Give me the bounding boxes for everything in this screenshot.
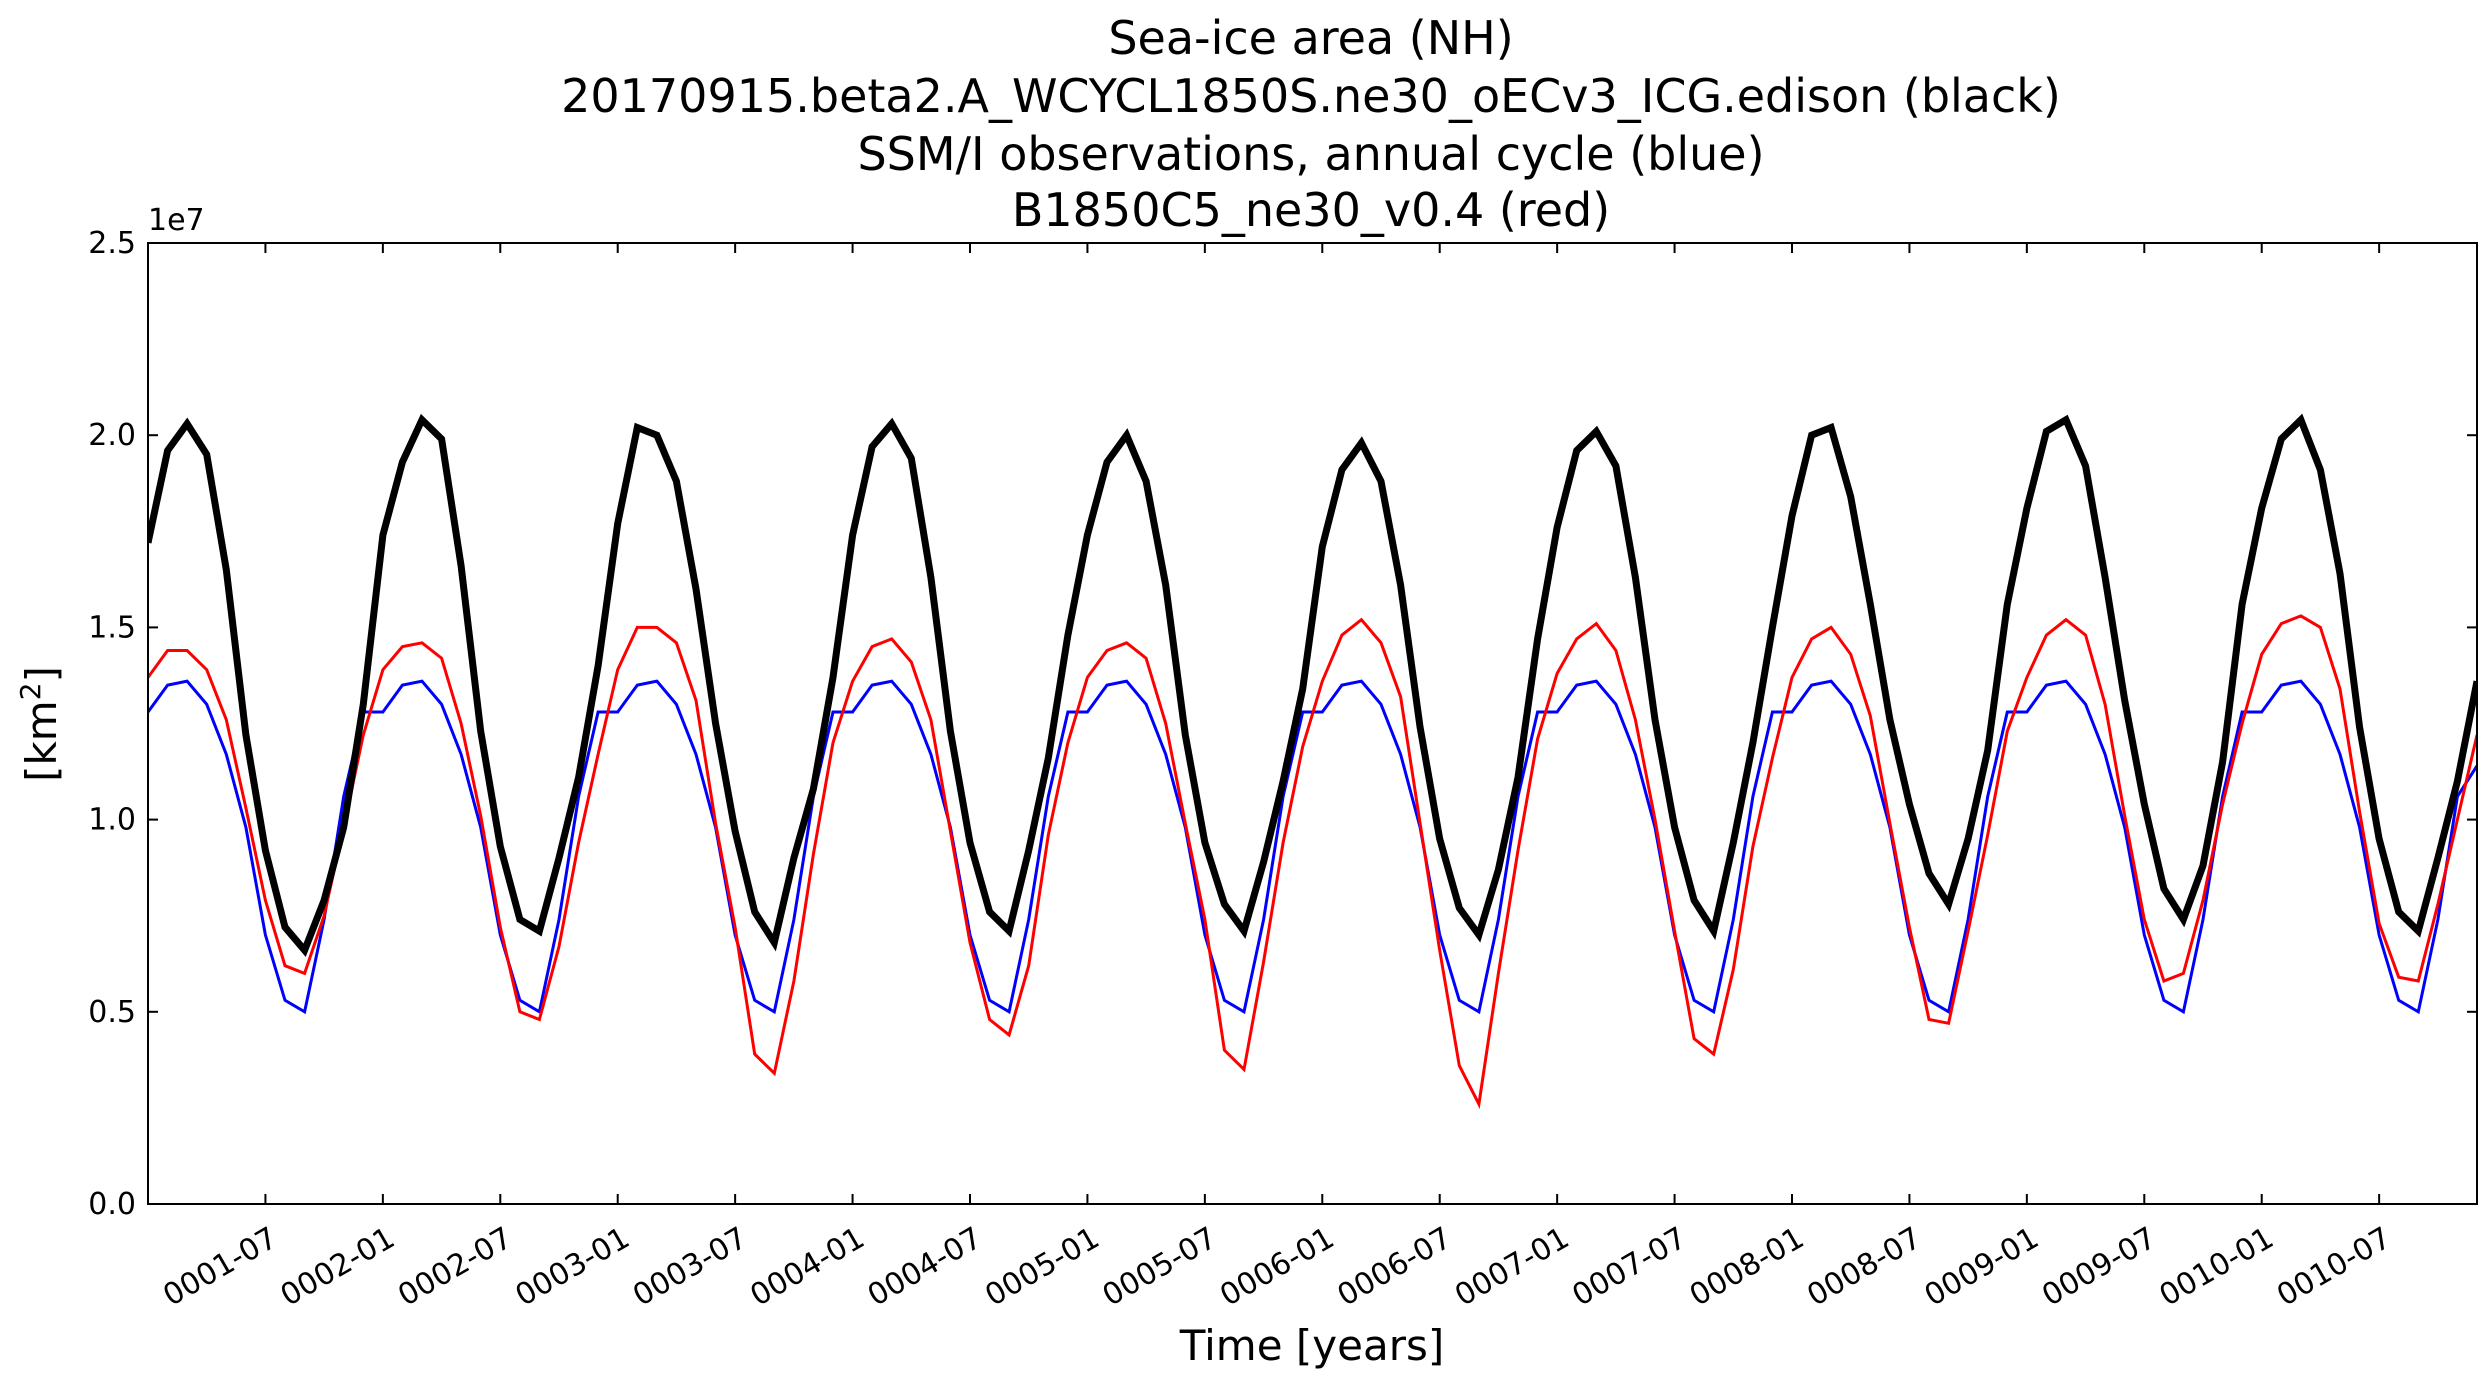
x-tick-label: 0007-07	[1567, 1221, 1693, 1314]
x-tick-label: 0002-01	[275, 1221, 401, 1314]
x-axis: 0001-070002-010002-070003-010003-070004-…	[157, 243, 2397, 1314]
y-tick-label: 1.5	[88, 610, 136, 645]
x-tick-label: 0008-01	[1684, 1221, 1810, 1314]
x-tick-label: 0007-01	[1449, 1221, 1575, 1314]
y-axis-label-end: ]	[17, 666, 66, 682]
y-axis-label-base: [km	[17, 700, 66, 782]
x-tick-label: 0001-07	[157, 1221, 283, 1314]
y-tick-label: 0.0	[88, 1187, 136, 1222]
series-line-1	[148, 614, 2477, 1109]
y-offset-label: 1e7	[148, 203, 205, 238]
y-tick-label: 2.0	[88, 418, 136, 453]
y-axis-label-superscript: 2	[14, 682, 47, 700]
x-tick-label: 0004-07	[862, 1221, 988, 1314]
title-line-2: 20170915.beta2.A_WCYCL1850S.ne30_oECv3_I…	[561, 69, 2061, 123]
x-tick-label: 0008-07	[1801, 1221, 1927, 1314]
y-tick-label: 0.5	[88, 995, 136, 1030]
plot-frame	[147, 242, 2478, 1205]
x-tick-label: 0006-01	[1214, 1221, 1340, 1314]
y-axis-label: [km2]	[14, 666, 66, 782]
y-axis: 0.0 0.5 1.0 1.5 2.0 2.5	[88, 226, 2477, 1222]
x-tick-label: 0005-01	[979, 1221, 1105, 1314]
x-tick-label: 0009-01	[1919, 1221, 2045, 1314]
x-tick-label: 0010-01	[2154, 1221, 2280, 1314]
x-tick-label: 0010-07	[2271, 1221, 2397, 1314]
chart-title: Sea-ice area (NH) 20170915.beta2.A_WCYCL…	[561, 11, 2061, 237]
title-line-4: B1850C5_ne30_v0.4 (red)	[1012, 183, 1610, 237]
title-line-1: Sea-ice area (NH)	[1108, 11, 1513, 65]
x-tick-label: 0003-01	[510, 1221, 636, 1314]
x-tick-label: 0003-07	[627, 1221, 753, 1314]
series-layer	[148, 413, 2477, 1109]
series-line-2	[148, 413, 2477, 958]
x-tick-label: 0009-07	[2036, 1221, 2162, 1314]
y-tick-label: 1.0	[88, 803, 136, 838]
x-axis-label: Time [years]	[1179, 1321, 1445, 1370]
plot-area-border	[147, 242, 2478, 1205]
title-line-3: SSM/I observations, annual cycle (blue)	[857, 127, 1764, 181]
x-tick-label: 0004-01	[745, 1221, 871, 1314]
x-tick-label: 0002-07	[392, 1221, 518, 1314]
x-tick-label: 0006-07	[1332, 1221, 1458, 1314]
x-tick-label: 0005-07	[1097, 1221, 1223, 1314]
y-tick-label: 2.5	[88, 226, 136, 261]
